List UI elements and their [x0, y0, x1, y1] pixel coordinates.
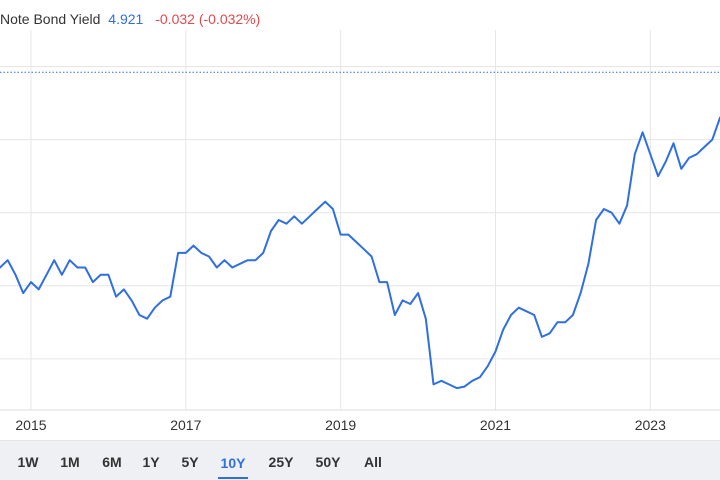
grid-layer	[0, 30, 720, 411]
x-tick-label: 2023	[635, 417, 666, 433]
x-tick-label: 2021	[480, 417, 511, 433]
price-change: -0.032 (-0.032%)	[155, 11, 261, 27]
range-button-1w[interactable]: 1W	[14, 449, 42, 475]
time-range-selector: 1W 1M 6M 1Y 5Y 10Y 25Y 50Y All	[0, 440, 720, 480]
x-axis-ticks: 2015 2017 2019 2021 2023	[15, 417, 666, 433]
range-button-5y[interactable]: 5Y	[179, 449, 201, 475]
series-layer	[0, 116, 720, 390]
x-tick-label: 2019	[325, 417, 356, 433]
range-button-all[interactable]: All	[362, 449, 384, 475]
x-tick-label: 2015	[15, 417, 46, 433]
range-button-6m[interactable]: 6M	[99, 449, 125, 475]
range-button-25y[interactable]: 25Y	[266, 449, 296, 475]
quote-header: Note Bond Yield 4.921 -0.032 (-0.032%)	[0, 8, 260, 30]
last-price: 4.921	[108, 11, 144, 27]
range-button-1y[interactable]: 1Y	[140, 449, 162, 475]
range-button-10y[interactable]: 10Y	[218, 449, 248, 479]
range-button-1m[interactable]: 1M	[57, 449, 83, 475]
x-tick-label: 2017	[170, 417, 201, 433]
range-button-50y[interactable]: 50Y	[313, 449, 343, 475]
yield-series-line	[0, 116, 720, 390]
instrument-name: Note Bond Yield	[0, 11, 101, 27]
yield-chart: 2015 2017 2019 2021 2023	[0, 30, 720, 433]
